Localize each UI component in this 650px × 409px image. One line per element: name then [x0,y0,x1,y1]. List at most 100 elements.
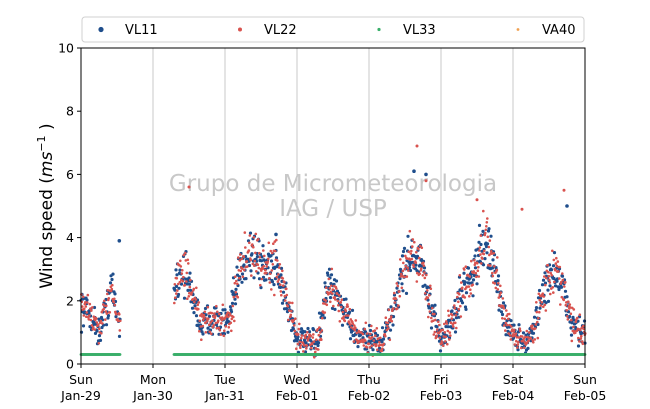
vl22-point [256,263,260,267]
vl22-point [488,239,492,242]
x-tick-label-date: Jan-31 [204,388,245,403]
vl22-point [203,310,207,314]
vl11-point [565,295,569,299]
vl22-point [542,305,545,309]
vl11-point [569,326,573,330]
vl22-point [232,295,236,299]
vl22-point [579,337,583,340]
vl22-point [427,302,431,306]
vl22-point [185,271,189,275]
vl22-point [528,331,531,334]
vl22-point [267,257,270,261]
vl22-point [513,343,517,346]
vl22-point [323,311,327,314]
vl11-point [92,305,97,310]
vl22-point [333,296,337,299]
vl11-point [93,331,98,335]
vl22-point [443,322,446,326]
vl22-point [433,330,437,334]
vl22-point [290,309,293,313]
vl11-point [500,312,505,317]
x-tick-label-day: Sun [69,372,93,387]
vl11-point [491,258,495,262]
vl22-point [442,344,445,348]
vl22-point [231,304,235,308]
vl22-point [84,301,87,304]
vl22-point [400,272,403,276]
vl22-point [375,343,378,346]
vl11-point [426,298,430,302]
vl11-point [207,314,212,318]
vl11-point [424,172,428,177]
vl22-point [477,265,480,269]
vl22-point [233,281,237,285]
vl22-point [456,295,459,299]
vl11-point [406,234,410,238]
vl22-point [219,316,222,320]
vl11-point [501,301,506,305]
vl22-point [273,293,276,297]
vl11-point [117,334,122,338]
vl11-point [356,345,360,349]
vl11-point [422,266,427,270]
vl22-point [210,332,213,336]
vl11-point [175,273,179,277]
vl22-point [194,298,198,301]
vl22-point [537,316,540,320]
vl22-point [546,263,550,267]
y-tick-label: 4 [66,230,74,245]
vl22-point [497,282,500,285]
vl22-point [262,264,266,268]
vl22-point [498,293,502,297]
vl22-point [400,286,404,290]
vl22-point [582,327,586,331]
vl22-point [281,269,284,273]
vl22-point [239,269,243,273]
vl11-point [204,313,208,317]
vl22-point [547,274,551,278]
vl22-point [380,349,384,353]
vl22-point [541,292,545,296]
vl22-point [407,250,411,253]
vl22-point [537,292,541,296]
vl22-point [213,312,216,315]
vl22-point [281,277,285,280]
vl11-point [464,291,469,295]
vl22-point [454,321,457,325]
vl22-point [526,336,530,339]
vl22-point [424,292,427,295]
vl22-point [325,286,328,290]
vl11-point [279,266,284,270]
legend-label-va40: VA40 [542,23,576,38]
vl22-point [481,257,484,260]
vl22-point [523,346,526,350]
vl22-point [379,336,382,340]
legend-marker-va40 [516,28,520,31]
vl11-point [544,301,548,305]
vl22-point [460,281,463,284]
vl22-point [310,346,313,350]
vl11-point [485,242,490,246]
vl22-point [551,286,555,289]
vl22-point [230,329,233,333]
vl11-point [279,273,283,277]
vl22-point [522,339,525,343]
vl22-point [182,253,186,257]
x-tick-label-date: Feb-05 [564,388,607,403]
vl22-point [283,294,287,298]
vl11-point [532,315,537,319]
vl11-point [463,280,467,284]
vl22-point [92,315,96,319]
vl22-point [190,291,194,294]
vl22-point [517,336,521,339]
vl22-point [441,341,444,345]
vl22-point [495,268,499,272]
y-axis-label-unit: ms [37,152,57,178]
vl11-point [543,281,548,285]
vl22-point [202,318,205,321]
vl11-point [174,284,179,288]
vl11-point [299,327,304,331]
vl22-point [457,300,460,304]
vl22-point [542,295,546,298]
